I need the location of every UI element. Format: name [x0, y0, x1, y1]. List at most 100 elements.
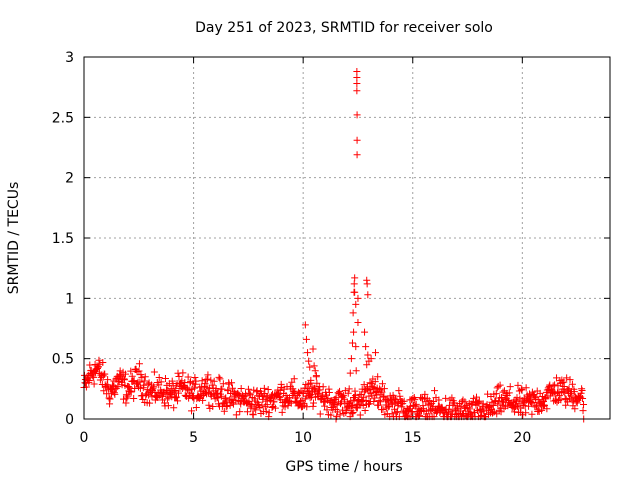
data-point: [187, 389, 195, 397]
data-point: [364, 351, 372, 359]
data-point: [370, 398, 378, 406]
data-point: [563, 374, 571, 382]
data-point: [347, 355, 355, 363]
grid-layer: [84, 57, 610, 419]
data-point: [560, 383, 568, 391]
data-point: [105, 394, 113, 402]
data-point: [178, 377, 186, 385]
data-point: [101, 370, 109, 378]
data-point: [173, 393, 181, 401]
data-point: [140, 377, 148, 385]
data-point: [388, 410, 396, 418]
data-point: [179, 369, 187, 377]
data-point: [248, 401, 256, 409]
data-point: [136, 378, 144, 386]
data-point: [325, 389, 333, 397]
data-point: [353, 111, 361, 119]
data-point: [350, 280, 358, 288]
data-point: [359, 401, 367, 409]
data-point: [349, 408, 357, 416]
data-point: [114, 383, 122, 391]
data-point: [562, 401, 570, 409]
data-point: [278, 408, 286, 416]
y-tick-label: 2.5: [52, 110, 74, 126]
data-point: [290, 375, 298, 383]
data-point: [499, 388, 507, 396]
data-point: [461, 398, 469, 406]
data-point: [228, 379, 236, 387]
data-point: [351, 392, 359, 400]
data-point: [442, 394, 450, 402]
data-point: [144, 380, 152, 388]
data-point: [310, 362, 318, 370]
data-point: [353, 80, 361, 88]
data-point: [411, 396, 419, 404]
data-point: [363, 361, 371, 369]
data-point: [354, 294, 362, 302]
data-point: [121, 370, 129, 378]
data-point: [126, 387, 134, 395]
data-point: [367, 355, 375, 363]
y-tick-label: 1.5: [52, 231, 74, 247]
data-point: [218, 385, 226, 393]
data-point: [566, 376, 574, 384]
data-point: [306, 363, 314, 371]
data-point: [236, 408, 244, 416]
data-point: [184, 373, 192, 381]
data-point: [309, 345, 317, 353]
data-point: [205, 401, 213, 409]
data-point: [352, 300, 360, 308]
data-point: [215, 373, 223, 381]
data-point: [364, 291, 372, 299]
data-point: [315, 390, 323, 398]
data-point: [353, 136, 361, 144]
data-point: [204, 371, 212, 379]
data-point: [127, 388, 135, 396]
data-point: [207, 376, 215, 384]
data-point: [370, 383, 378, 391]
data-point: [253, 387, 261, 395]
data-point: [155, 374, 163, 382]
data-point: [579, 395, 587, 403]
data-point: [578, 387, 586, 395]
data-point: [497, 408, 505, 416]
data-point: [344, 389, 352, 397]
data-point: [250, 386, 258, 394]
data-point: [288, 378, 296, 386]
data-point: [190, 384, 198, 392]
data-point: [319, 383, 327, 391]
data-point: [371, 349, 379, 357]
data-point: [354, 318, 362, 326]
data-layer: [80, 67, 588, 423]
data-point: [175, 389, 183, 397]
data-point: [495, 397, 503, 405]
data-point: [229, 384, 237, 392]
data-point: [151, 388, 159, 396]
data-point: [358, 398, 366, 406]
data-point: [450, 399, 458, 407]
data-point: [150, 383, 158, 391]
data-point: [262, 397, 270, 405]
data-point: [380, 385, 388, 393]
data-point: [262, 407, 270, 415]
data-point: [470, 394, 478, 402]
data-point: [530, 392, 538, 400]
data-point: [336, 387, 344, 395]
data-point: [192, 404, 200, 411]
data-point: [351, 288, 359, 296]
data-point: [378, 380, 386, 388]
data-point: [120, 395, 128, 403]
data-point: [459, 396, 467, 404]
data-point: [271, 404, 279, 412]
data-point: [371, 378, 379, 386]
data-point: [538, 406, 546, 414]
data-point: [375, 397, 383, 405]
data-point: [431, 387, 439, 395]
data-point: [412, 400, 420, 408]
data-point: [356, 411, 364, 419]
data-point: [259, 395, 267, 403]
data-point: [367, 380, 375, 388]
data-point: [199, 396, 207, 404]
data-point: [333, 401, 341, 409]
